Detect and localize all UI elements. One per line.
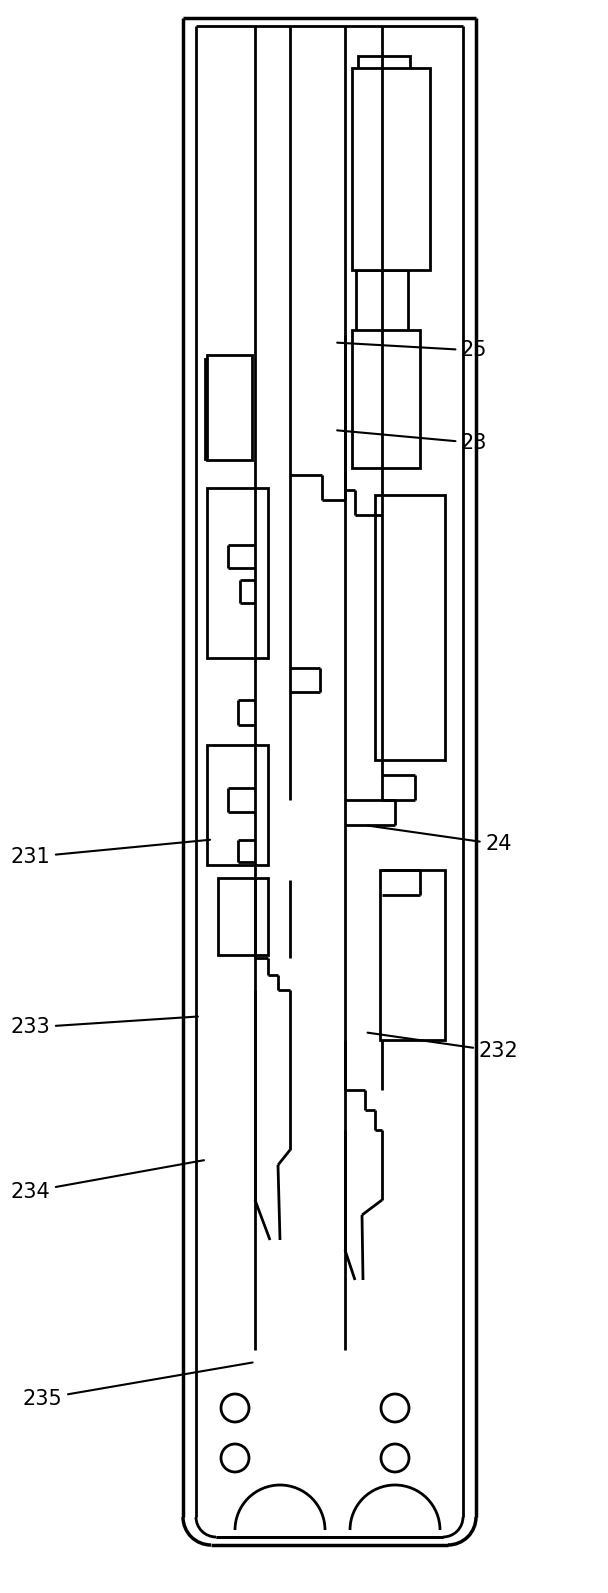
Text: 233: 233 xyxy=(10,1016,198,1037)
Bar xyxy=(380,870,445,1040)
Text: 23: 23 xyxy=(337,430,488,452)
Bar xyxy=(358,56,410,221)
Bar xyxy=(375,495,445,760)
Bar xyxy=(205,358,243,459)
Text: 234: 234 xyxy=(10,1160,204,1201)
Bar xyxy=(207,487,268,658)
Bar xyxy=(356,269,408,459)
Bar xyxy=(352,330,420,468)
Bar xyxy=(207,355,252,460)
Bar xyxy=(207,746,268,865)
Text: 24: 24 xyxy=(368,825,512,854)
Bar xyxy=(218,878,268,954)
Bar xyxy=(352,68,430,269)
Text: 235: 235 xyxy=(22,1362,252,1408)
Text: 232: 232 xyxy=(368,1032,519,1061)
Text: 231: 231 xyxy=(10,840,210,867)
Text: 25: 25 xyxy=(337,341,488,360)
